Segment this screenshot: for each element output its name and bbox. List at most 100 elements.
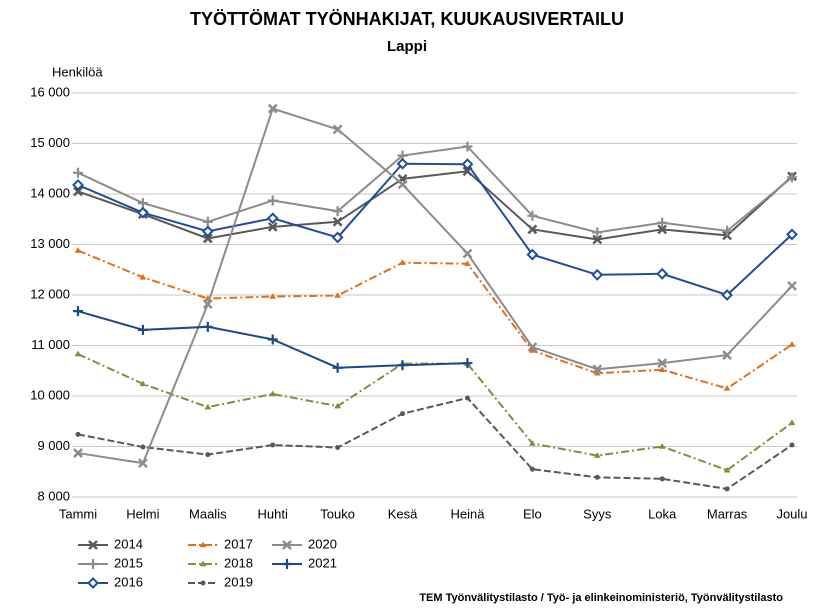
marker: [722, 350, 732, 360]
marker: [462, 141, 473, 152]
marker: [787, 281, 797, 291]
legend-marker: [87, 577, 99, 589]
marker: [657, 358, 668, 369]
y-tick-label: 15 000: [30, 135, 70, 150]
series-line: [77, 170, 793, 241]
y-tick-label: 9 000: [37, 438, 70, 453]
x-tick-label: Loka: [648, 506, 677, 521]
marker: [787, 172, 797, 183]
marker: [659, 476, 665, 482]
legend-marker: [282, 540, 292, 550]
marker: [269, 293, 277, 299]
legend-marker: [88, 540, 98, 550]
series-line: [77, 249, 793, 390]
marker: [72, 178, 84, 191]
x-tick-label: Marras: [707, 506, 748, 521]
marker: [74, 247, 82, 253]
marker: [266, 212, 279, 225]
marker: [527, 224, 538, 235]
marker: [138, 458, 148, 469]
marker: [723, 466, 731, 473]
marker: [139, 273, 147, 280]
marker: [270, 442, 276, 448]
marker: [527, 210, 538, 221]
marker: [721, 289, 734, 301]
marker: [594, 474, 600, 480]
marker: [204, 403, 212, 410]
marker: [397, 360, 408, 371]
y-axis-label: Henkilöä: [52, 64, 103, 79]
chart-subtitle: Lappi: [387, 38, 427, 55]
marker: [269, 390, 277, 397]
x-tick-label: Huhti: [258, 506, 288, 521]
x-tick-label: Joulu: [776, 506, 807, 521]
marker: [137, 198, 148, 209]
legend-label: 2016: [114, 574, 143, 589]
x-tick-label: Tammi: [59, 506, 97, 521]
series-line: [77, 145, 793, 234]
marker: [334, 292, 342, 298]
marker: [74, 350, 82, 357]
marker: [334, 402, 342, 409]
chart-title: TYÖTTÖMAT TYÖNHAKIJAT, KUUKAUSIVERTAILU: [190, 9, 624, 29]
legend-marker: [199, 541, 207, 548]
legend-label: 2021: [308, 555, 337, 570]
marker: [789, 442, 795, 448]
legend-label: 2018: [224, 555, 253, 570]
y-tick-label: 16 000: [30, 84, 70, 99]
marker: [592, 234, 603, 245]
marker: [722, 225, 733, 236]
marker: [267, 103, 278, 114]
legend-label: 2017: [224, 536, 253, 551]
marker: [267, 334, 278, 345]
marker: [658, 443, 666, 449]
marker: [657, 224, 668, 235]
x-tick-label: Helmi: [126, 506, 159, 521]
legend-marker: [200, 580, 206, 586]
x-tick-label: Heinä: [450, 506, 485, 521]
series-line: [77, 396, 793, 490]
marker: [332, 216, 343, 227]
y-tick-label: 11 000: [31, 337, 70, 352]
marker: [527, 342, 538, 352]
marker: [205, 452, 211, 458]
marker: [592, 227, 603, 238]
marker: [335, 445, 341, 451]
marker: [140, 444, 146, 450]
x-tick-label: Syys: [583, 506, 612, 521]
marker: [400, 411, 406, 417]
marker: [788, 341, 796, 347]
y-tick-label: 10 000: [30, 387, 70, 402]
marker: [267, 195, 278, 206]
y-tick-label: 12 000: [30, 286, 70, 301]
x-tick-label: Elo: [523, 506, 542, 521]
series-line: [77, 107, 793, 465]
marker: [137, 324, 148, 335]
marker: [267, 221, 278, 232]
marker: [592, 364, 603, 375]
source: TEM Työnvälitystilasto / Työ- ja elinkei…: [419, 592, 783, 604]
marker: [73, 306, 83, 317]
marker: [202, 321, 213, 332]
x-tick-label: Maalis: [189, 506, 227, 521]
marker: [786, 228, 798, 241]
marker: [202, 233, 213, 244]
legend-marker: [199, 560, 207, 567]
marker: [202, 299, 213, 309]
marker: [332, 362, 343, 373]
y-tick-label: 14 000: [30, 185, 70, 200]
marker: [593, 452, 601, 458]
marker: [73, 448, 83, 458]
marker: [526, 248, 539, 261]
marker: [461, 158, 474, 171]
marker: [332, 206, 343, 217]
marker: [462, 358, 473, 369]
legend-marker: [282, 559, 292, 569]
series-line: [77, 162, 793, 297]
marker: [75, 431, 81, 437]
marker: [464, 395, 470, 401]
marker: [724, 486, 730, 492]
marker: [331, 231, 344, 244]
legend-label: 2015: [114, 555, 143, 570]
